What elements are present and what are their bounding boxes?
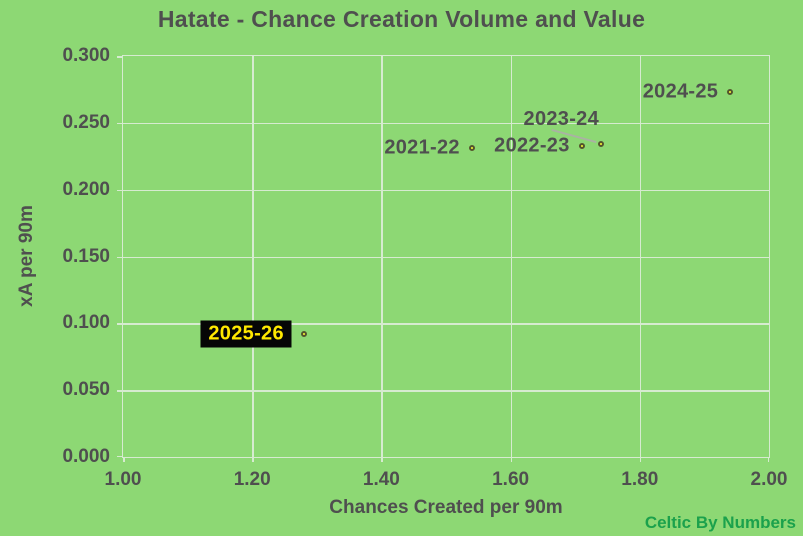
y-tick-label: 0.100 <box>62 312 110 334</box>
chart-title: Hatate - Chance Creation Volume and Valu… <box>157 6 646 32</box>
x-tick-label: 1.80 <box>621 469 659 490</box>
watermark: Celtic By Numbers <box>644 513 796 532</box>
y-axis-tick <box>117 56 122 58</box>
y-tick-label: 0.300 <box>62 45 110 66</box>
point-label: 2023-24 <box>523 108 600 131</box>
x-axis-title: Chances Created per 90m <box>329 497 563 518</box>
plot-area: 1.00 1.20 1.40 1.60 1.80 2.00 0.000 0.050 0.100 0… <box>62 45 787 490</box>
data-point <box>468 145 475 152</box>
x-tick-label: 1.00 <box>104 469 142 490</box>
gridline-y <box>123 390 769 392</box>
data-point <box>598 141 605 148</box>
gridline-y <box>123 189 769 192</box>
y-axis-tick <box>117 256 122 258</box>
y-tick-label: 0.250 <box>62 111 110 133</box>
point-label: 2022-23 <box>494 134 570 157</box>
x-axis-tick <box>767 457 769 462</box>
x-axis-tick <box>123 457 125 462</box>
y-tick-label: 0.150 <box>62 245 110 267</box>
data-point <box>300 331 307 338</box>
data-point <box>727 89 734 96</box>
y-tick-label: 0.000 <box>62 446 110 467</box>
point-label: 2024-25 <box>642 80 719 103</box>
point-label: 2021-22 <box>384 136 460 159</box>
x-tick-label: 2.00 <box>750 469 788 490</box>
y-tick-label: 0.200 <box>62 178 110 200</box>
data-point <box>578 142 585 149</box>
y-axis-tick <box>117 390 122 392</box>
x-axis-tick <box>381 457 383 462</box>
y-axis-tick <box>117 122 122 125</box>
x-axis-tick <box>510 457 513 462</box>
gridline-y <box>123 122 769 125</box>
x-axis-tick <box>639 457 642 462</box>
gridline-y <box>123 256 769 258</box>
y-tick-label: 0.050 <box>62 379 110 401</box>
y-axis-tick <box>117 455 122 457</box>
y-axis-tick <box>117 323 122 325</box>
x-tick-label: 1.40 <box>362 469 400 490</box>
y-axis-tick <box>117 189 122 192</box>
x-tick-label: 1.60 <box>492 469 530 490</box>
point-label: 2025-26 <box>200 320 292 348</box>
x-tick-label: 1.20 <box>233 469 271 490</box>
x-axis-tick <box>252 457 254 462</box>
gridline-y <box>123 323 769 325</box>
y-axis-title: xA per 90m <box>16 205 37 307</box>
